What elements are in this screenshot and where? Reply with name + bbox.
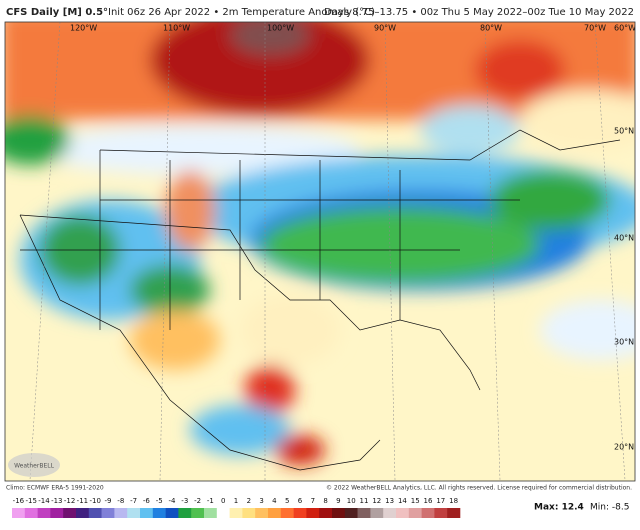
colorbar-tick-label: -9 (105, 497, 112, 505)
max-stat: Max: 12.4 (534, 503, 584, 513)
colorbar-tick-label: 10 (347, 497, 356, 505)
colorbar-tick-label: -15 (25, 497, 36, 505)
colorbar-tick-label: 3 (259, 497, 263, 505)
colorbar-swatch (76, 508, 90, 518)
colorbar-swatch (293, 508, 307, 518)
colorbar-swatch (12, 508, 26, 518)
latitude-label: 40°N (614, 234, 634, 243)
colorbar-tick-label: -10 (89, 497, 100, 505)
colorbar-tick-label: 13 (385, 497, 394, 505)
colorbar-tick-label: -6 (143, 497, 151, 505)
logo-badge (8, 453, 60, 477)
longitude-label: 100°W (267, 24, 294, 33)
colorbar-tick-label: -7 (130, 497, 137, 505)
colorbar-tick-label: -5 (156, 497, 163, 505)
map-frame (4, 21, 636, 482)
colorbar-swatch (101, 508, 115, 518)
colorbar-swatch (344, 508, 358, 518)
colorbar-tick-label: 4 (272, 497, 277, 505)
colorbar-tick-label: 1 (234, 497, 238, 505)
colorbar-swatch (88, 508, 102, 518)
colorbar-swatch (216, 508, 230, 518)
colorbar-swatch (114, 508, 128, 518)
valid-period: Days 8.75–13.75 • 00z Thu 5 May 2022–00z… (324, 7, 634, 18)
longitude-label: 120°W (70, 24, 97, 33)
colorbar-swatch (268, 508, 282, 518)
colorbar-tick-label: 11 (360, 497, 369, 505)
longitude-label: 90°W (374, 24, 396, 33)
colorbar-tick-label: 7 (311, 497, 315, 505)
colorbar-swatch (50, 508, 64, 518)
longitude-label: 110°W (163, 24, 190, 33)
colorbar-swatch (421, 508, 435, 518)
colorbar-tick-label: -4 (169, 497, 177, 505)
copyright: © 2022 WeatherBELL Analytics, LLC. All r… (326, 485, 632, 492)
map: 120°W 110°W 100°W 90°W 80°W 70°W 60°W 50… (5, 22, 636, 481)
colorbar-tick-label: 16 (424, 497, 433, 505)
longitude-label: 60°W (614, 24, 636, 33)
longitude-label: 70°W (584, 24, 606, 33)
colorbar-tick-label: -2 (194, 497, 201, 505)
colorbar-tick-label: -16 (13, 497, 25, 505)
colorbar-swatch (319, 508, 333, 518)
colorbar-tick-label: -3 (181, 497, 188, 505)
colorbar-tick-label: -1 (207, 497, 214, 505)
colorbar-tick-label: 5 (285, 497, 289, 505)
colorbar-tick-label: 12 (372, 497, 381, 505)
colorbar-tick-label: -8 (117, 497, 124, 505)
model-title: CFS Daily [M] 0.5° (6, 7, 108, 18)
colorbar-tick-label: -11 (77, 497, 88, 505)
colorbar: -16 -15 -14 -13 -12 -11 -10 -9 -8 -7 -6 -5 -4 -3 -2 -1 0… (12, 497, 461, 518)
colorbar-swatch (434, 508, 448, 518)
colorbar-swatch (127, 508, 141, 518)
colorbar-swatch (152, 508, 166, 518)
colorbar-swatch (242, 508, 256, 518)
colorbar-swatch (383, 508, 397, 518)
colorbar-swatch (191, 508, 205, 518)
borders (19, 129, 621, 471)
colorbar-tick-label: 15 (411, 497, 420, 505)
colorbar-tick-label: 17 (436, 497, 445, 505)
colorbar-swatch (370, 508, 384, 518)
colorbar-swatch (357, 508, 371, 518)
colorbar-swatch (332, 508, 346, 518)
colorbar-tick-label: -13 (51, 497, 62, 505)
colorbar-tick-label: 8 (323, 497, 327, 505)
colorbar-tick-label: 9 (336, 497, 340, 505)
colorbar-swatch (178, 508, 192, 518)
colorbar-swatch (408, 508, 422, 518)
latitude-label: 50°N (614, 127, 634, 136)
colorbar-tick-label: 0 (221, 497, 225, 505)
colorbar-swatch (255, 508, 269, 518)
colorbar-swatch (396, 508, 410, 518)
min-stat: Min: -8.5 (590, 503, 629, 513)
colorbar-swatch (37, 508, 51, 518)
run-description: Init 06z 26 Apr 2022 • 2m Temperature An… (108, 7, 375, 18)
colorbar-swatch (140, 508, 154, 518)
colorbar-swatch (165, 508, 179, 518)
latitude-label: 30°N (614, 338, 634, 347)
colorbar-tick-label: -12 (64, 497, 75, 505)
colorbar-tick-label: 18 (449, 497, 458, 505)
colorbar-tick-label: -14 (38, 497, 50, 505)
colorbar-tick-label: 6 (298, 497, 303, 505)
colorbar-swatch (306, 508, 320, 518)
colorbar-swatch (24, 508, 38, 518)
colorbar-swatch (229, 508, 243, 518)
colorbar-swatch (63, 508, 77, 518)
colorbar-swatch (280, 508, 294, 518)
graticule (29, 22, 626, 481)
longitude-label: 80°W (480, 24, 502, 33)
colorbar-tick-label: 14 (398, 497, 407, 505)
colorbar-tick-label: 2 (247, 497, 251, 505)
colorbar-swatch (447, 508, 461, 518)
colorbar-swatch (204, 508, 218, 518)
logo: WeatherBELL (14, 463, 55, 470)
climo-note: Climo: ECMWF ERA-5 1991-2020 (6, 485, 104, 492)
latitude-label: 20°N (614, 443, 634, 452)
